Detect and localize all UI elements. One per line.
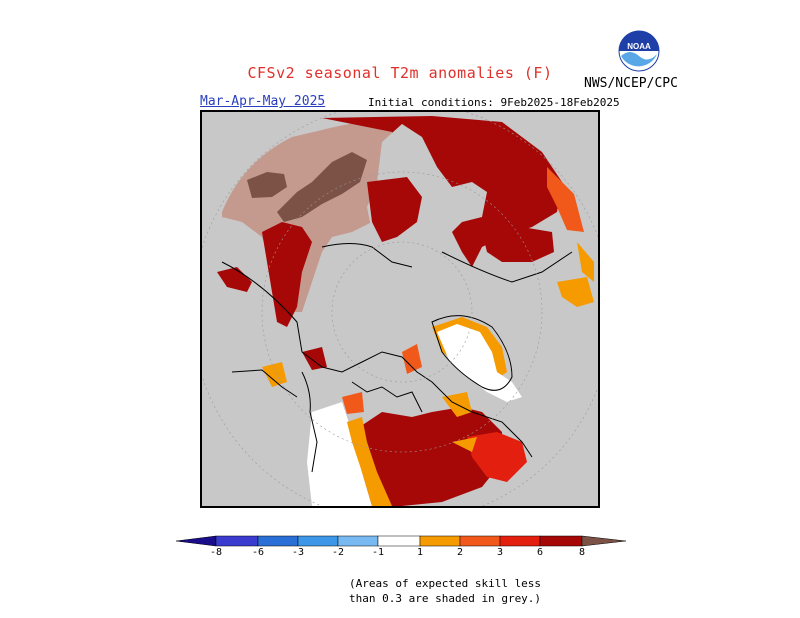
colorbar-label: 3 — [496, 547, 504, 558]
svg-text:NOAA: NOAA — [627, 42, 651, 51]
colorbar-segment-1-2 — [419, 535, 461, 547]
anomaly-region-orange-westcoast — [347, 417, 392, 506]
polar-map — [200, 110, 600, 508]
anomaly-region-darkred-w2 — [217, 267, 252, 292]
anomaly-region-darkred-w3 — [302, 347, 327, 370]
anomaly-region-darkred-west — [262, 222, 312, 327]
anomaly-region-orange-east2 — [557, 277, 594, 307]
skill-note: (Areas of expected skill less than 0.3 a… — [349, 576, 541, 606]
skill-mask-westcoast — [307, 402, 372, 506]
anomaly-region-redorange-east — [547, 167, 584, 232]
skill-mask-greenland — [437, 324, 522, 402]
colorbar-segment-2-3 — [459, 535, 501, 547]
colorbar-label: -1 — [371, 547, 385, 558]
colorbar-segment-gt-8 — [581, 535, 626, 547]
anomaly-region-redorange-alaska — [342, 392, 364, 414]
colorbar-label: -8 — [209, 547, 223, 558]
anomaly-region-darkred-east — [482, 227, 554, 262]
colorbar-label: -3 — [291, 547, 305, 558]
map-title: CFSv2 seasonal T2m anomalies (F) — [247, 64, 553, 82]
colorbar-segment-neg6-neg3 — [257, 535, 299, 547]
initial-conditions-label: Initial conditions: 9Feb2025-18Feb2025 — [368, 96, 620, 109]
colorbar-segment-neg8-neg6 — [215, 535, 259, 547]
anomaly-region-orange-east1 — [577, 242, 594, 282]
skill-note-line: than 0.3 are shaded in grey.) — [349, 592, 542, 605]
noaa-logo: NOAA — [618, 30, 660, 72]
colorbar-segment-3-6 — [499, 535, 541, 547]
colorbar — [176, 535, 626, 547]
colorbar-segment-6-8 — [539, 535, 583, 547]
colorbar-label: -2 — [331, 547, 345, 558]
anomaly-region-orange-northamerica — [452, 437, 477, 452]
anomaly-region-orange-alaska — [262, 362, 287, 387]
colorbar-segment-neg1-1 — [377, 535, 421, 547]
colorbar-segment-neg2-neg1 — [337, 535, 379, 547]
agency-label: NWS/NCEP/CPC — [584, 76, 678, 91]
anomaly-region-darkred-northamerica — [352, 407, 502, 506]
colorbar-segment-neg3-neg2 — [297, 535, 339, 547]
anomaly-region-darkbrown-1 — [247, 172, 287, 198]
polar-map-canvas — [202, 112, 598, 506]
anomaly-region-red-northamerica — [467, 432, 527, 482]
colorbar-segment-lt-8 — [176, 535, 217, 547]
colorbar-label: 2 — [456, 547, 464, 558]
season-label: Mar-Apr-May 2025 — [200, 94, 326, 109]
graticule — [202, 112, 598, 506]
colorbar-label: 8 — [578, 547, 586, 558]
colorbar-label: 1 — [416, 547, 424, 558]
anomaly-region-darkred-central — [367, 177, 422, 242]
anomaly-region-redorange-arctic — [402, 344, 422, 374]
anomaly-region-darkbrown-2 — [277, 152, 367, 222]
colorbar-label: -6 — [251, 547, 265, 558]
colorbar-label: 6 — [536, 547, 544, 558]
skill-note-line: (Areas of expected skill less — [349, 577, 542, 590]
coastlines — [221, 243, 573, 473]
